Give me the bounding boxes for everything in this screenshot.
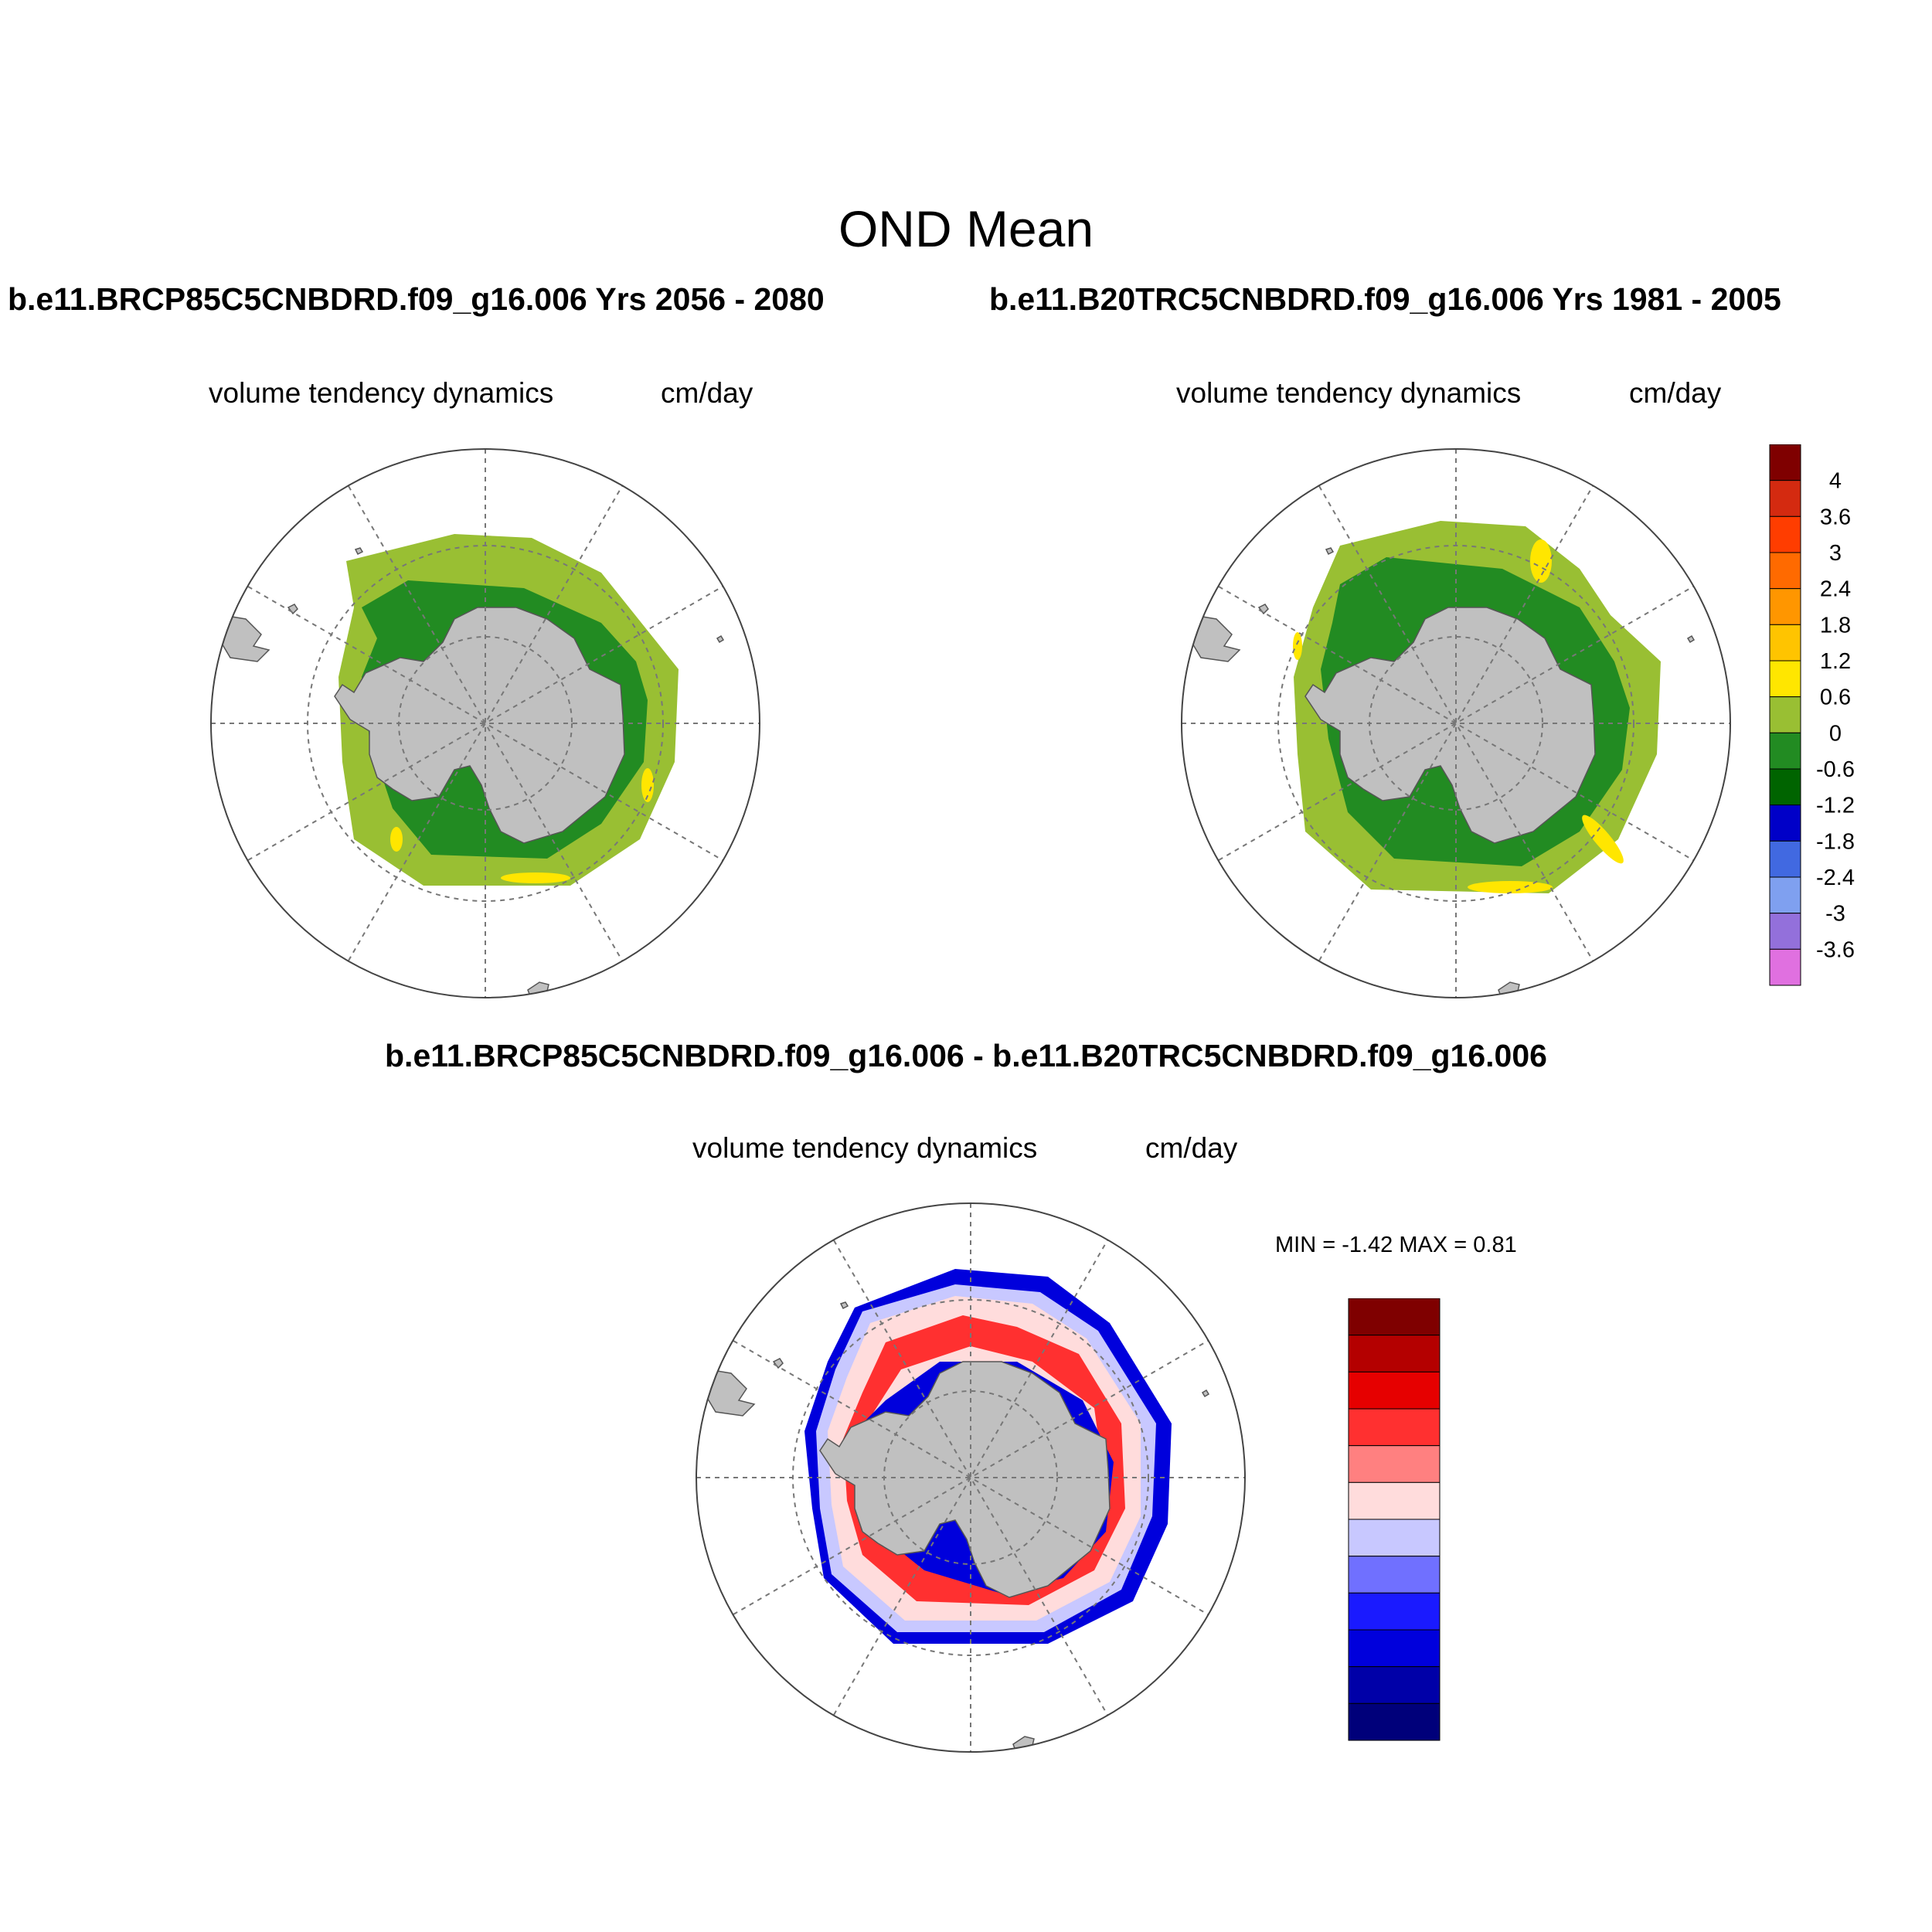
diff-colorbar-swatch-1 bbox=[1348, 1335, 1440, 1372]
diff-colorbar-swatch-2 bbox=[1348, 1371, 1440, 1410]
main-colorbar-swatch-3 bbox=[1769, 552, 1801, 590]
main-colorbar-tick-label: -1.2 bbox=[1816, 794, 1855, 818]
right-variable-label: volume tendency dynamics bbox=[1176, 377, 1522, 409]
diff-colorbar: 0.50.40.30.20.10-0.1-0.2-0.3-0.4-0.5 bbox=[1348, 1298, 1440, 1741]
main-colorbar-swatch-10 bbox=[1769, 804, 1801, 842]
left-yellow-patch-2 bbox=[390, 827, 403, 852]
main-title: OND Mean bbox=[838, 200, 1094, 257]
main-colorbar-swatch-1 bbox=[1769, 480, 1801, 517]
diff-colorbar-swatch-6 bbox=[1348, 1519, 1440, 1557]
main-colorbar-tick-label: 3.6 bbox=[1820, 505, 1851, 529]
main-colorbar-tick-label: 2.4 bbox=[1820, 577, 1851, 602]
right-units-label: cm/day bbox=[1629, 377, 1722, 409]
main-colorbar-swatch-12 bbox=[1769, 876, 1801, 914]
right-yellow-patch-1 bbox=[1468, 881, 1553, 893]
main-colorbar-tick-label: -2.4 bbox=[1816, 866, 1855, 890]
main-colorbar-tick-label: 0.6 bbox=[1820, 685, 1851, 710]
main-colorbar-tick-label: 0 bbox=[1829, 721, 1842, 746]
main-colorbar-swatch-8 bbox=[1769, 732, 1801, 770]
diff-colorbar-swatch-11 bbox=[1348, 1702, 1440, 1741]
diff-colorbar-swatch-9 bbox=[1348, 1629, 1440, 1668]
right-yellow-patch-2 bbox=[1530, 539, 1552, 583]
main-colorbar-swatch-14 bbox=[1769, 948, 1801, 986]
left-yellow-patch-3 bbox=[641, 768, 654, 802]
main-colorbar-swatch-0 bbox=[1769, 444, 1801, 481]
main-colorbar-tick-label: 4 bbox=[1829, 469, 1842, 494]
main-colorbar-tick-label: -1.8 bbox=[1816, 829, 1855, 854]
main-colorbar-tick-label: 1.8 bbox=[1820, 613, 1851, 638]
diff-colorbar-swatch-10 bbox=[1348, 1666, 1440, 1704]
diff-polar-map bbox=[696, 1202, 1246, 1753]
diff-colorbar-swatch-0 bbox=[1348, 1298, 1440, 1336]
diff-colorbar-swatch-5 bbox=[1348, 1481, 1440, 1520]
diff-colorbar-swatch-3 bbox=[1348, 1408, 1440, 1447]
diff-units-label: cm/day bbox=[1145, 1132, 1238, 1164]
left-case-title: b.e11.BRCP85C5CNBDRD.f09_g16.006 Yrs 205… bbox=[8, 281, 825, 317]
left-variable-label: volume tendency dynamics bbox=[209, 377, 554, 409]
left-units-label: cm/day bbox=[661, 377, 753, 409]
main-colorbar-swatch-4 bbox=[1769, 588, 1801, 625]
main-colorbar: 4 3.6 3 2.4 1.8 1.2 0.6 0 -0.6 -1.2 -1.8 -2.4 -3 -3.6 bbox=[1769, 444, 1855, 986]
diff-case-title: b.e11.BRCP85C5CNBDRD.f09_g16.006 - b.e11… bbox=[385, 1038, 1547, 1073]
main-colorbar-tick-label: -0.6 bbox=[1816, 757, 1855, 782]
main-colorbar-swatch-7 bbox=[1769, 696, 1801, 733]
diff-variable-label: volume tendency dynamics bbox=[692, 1132, 1038, 1164]
left-polar-map bbox=[210, 448, 760, 998]
right-case-title: b.e11.B20TRC5CNBDRD.f09_g16.006 Yrs 1981… bbox=[989, 281, 1781, 317]
main-colorbar-tick-label: -3.6 bbox=[1816, 937, 1855, 962]
min-max-stats: MIN = -1.42 MAX = 0.81 bbox=[1275, 1233, 1517, 1257]
main-colorbar-swatch-5 bbox=[1769, 624, 1801, 662]
diff-colorbar-swatch-8 bbox=[1348, 1592, 1440, 1631]
main-colorbar-swatch-9 bbox=[1769, 768, 1801, 806]
right-yellow-patch-4 bbox=[1293, 632, 1302, 660]
right-yellow-patch-3 bbox=[1582, 815, 1624, 864]
diff-colorbar-swatch-7 bbox=[1348, 1556, 1440, 1594]
main-colorbar-tick-label: 3 bbox=[1829, 541, 1842, 566]
main-colorbar-swatch-6 bbox=[1769, 660, 1801, 698]
main-colorbar-tick-label: -3 bbox=[1825, 902, 1845, 927]
main-colorbar-swatch-13 bbox=[1769, 913, 1801, 950]
left-yellow-patch-1 bbox=[501, 872, 570, 883]
main-colorbar-swatch-2 bbox=[1769, 515, 1801, 553]
diff-colorbar-swatch-4 bbox=[1348, 1445, 1440, 1483]
right-polar-map bbox=[1181, 448, 1731, 998]
main-colorbar-swatch-11 bbox=[1769, 840, 1801, 878]
main-colorbar-tick-label: 1.2 bbox=[1820, 649, 1851, 674]
